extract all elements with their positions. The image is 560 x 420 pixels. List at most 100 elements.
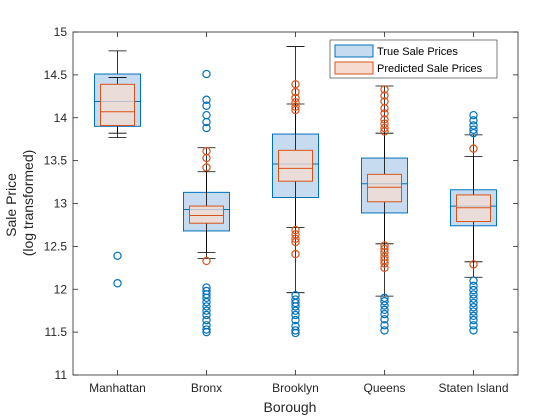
- outlier-point: [469, 311, 478, 321]
- y-tick-label: 13: [54, 197, 68, 211]
- y-tick-label: 15: [54, 25, 68, 39]
- x-tick-label: Staten Island: [438, 381, 508, 395]
- legend-label-predicted: Predicted Sale Prices: [377, 63, 483, 75]
- outlier-point: [380, 127, 389, 136]
- outlier-point: [469, 326, 478, 335]
- box-iqr: [278, 149, 313, 182]
- y-tick-label: 11: [55, 368, 68, 382]
- outlier-point: [291, 234, 300, 243]
- outlier-point: [202, 327, 211, 337]
- outlier-point: [291, 315, 300, 325]
- outlier-point: [291, 306, 300, 315]
- outlier-point: [469, 290, 478, 299]
- outlier-point: [202, 117, 211, 127]
- outlier-point: [291, 310, 300, 320]
- outlier-point: [202, 302, 211, 311]
- outlier-point: [469, 110, 478, 120]
- y-tick-label: 12.5: [44, 239, 68, 253]
- outlier-point: [469, 321, 478, 330]
- outlier-point: [469, 281, 478, 291]
- outlier-point: [380, 297, 389, 306]
- outlier-point: [469, 303, 478, 312]
- outlier-point: [380, 321, 389, 330]
- outlier-point: [291, 328, 300, 338]
- x-tick-label: Queens: [363, 381, 405, 395]
- outlier-point: [380, 315, 389, 324]
- outlier-point: [380, 309, 389, 319]
- outlier-point: [380, 123, 389, 133]
- outlier-point: [202, 123, 211, 133]
- outlier-point: [469, 294, 478, 303]
- outlier-point: [291, 102, 300, 111]
- x-tick-label: Bronx: [191, 381, 222, 395]
- outlier-point: [291, 105, 300, 115]
- outlier-point: [291, 326, 300, 335]
- box-manhattan: [100, 77, 135, 134]
- outlier-point: [469, 307, 478, 316]
- outlier-point: [202, 325, 211, 334]
- outlier-point: [202, 306, 211, 315]
- outlier-point: [202, 69, 211, 79]
- y-tick-label: 13.5: [44, 154, 68, 168]
- outlier-point: [380, 109, 389, 118]
- outlier-point: [291, 225, 300, 235]
- outlier-point: [202, 315, 211, 325]
- box-iqr: [100, 83, 135, 126]
- x-tick-label: Brooklyn: [272, 381, 319, 395]
- box-brooklyn: [278, 80, 313, 259]
- x-axis-title: Borough: [264, 399, 317, 415]
- outlier-point: [469, 315, 478, 325]
- outlier-point: [469, 116, 478, 125]
- outlier-point: [469, 276, 478, 285]
- legend-swatch-true: [334, 44, 374, 58]
- outlier-point: [380, 115, 389, 124]
- outlier-point: [380, 305, 389, 315]
- y-tick-label: 14: [54, 111, 68, 125]
- outlier-point: [291, 93, 300, 103]
- outlier-point: [291, 302, 300, 311]
- y-tick-label: 12: [54, 282, 68, 296]
- y-axis-ticks: 11 11.5 12 12.5 13 13.5 14 14.5 15: [44, 25, 518, 382]
- outlier-point: [469, 285, 478, 295]
- y-axis-title-line-2: (log transformed): [20, 150, 36, 257]
- y-axis-title: Sale Price (log transformed): [3, 150, 36, 257]
- y-axis-title-line-1: Sale Price: [3, 173, 19, 237]
- outlier-point: [380, 104, 389, 113]
- box-staten-island: [456, 144, 491, 269]
- box-iqr: [189, 205, 224, 224]
- series-predicted: [100, 77, 491, 273]
- x-tick-label: Manhattan: [89, 381, 146, 395]
- outlier-point: [291, 237, 300, 247]
- outlier-point: [202, 101, 211, 110]
- outlier-point: [469, 260, 478, 269]
- outlier-point: [380, 326, 389, 335]
- outlier-point: [202, 95, 211, 104]
- legend: True Sale Prices Predicted Sale Prices: [329, 39, 498, 79]
- outlier-point: [380, 263, 389, 273]
- x-axis-ticks: Manhattan Bronx Brooklyn Queens Staten Islan…: [89, 32, 509, 395]
- box-series: [94, 46, 497, 338]
- legend-label-true: True Sale Prices: [377, 46, 458, 58]
- outlier-point: [469, 125, 478, 134]
- outlier-point: [202, 297, 211, 307]
- outlier-point: [469, 298, 478, 308]
- box-iqr: [367, 173, 402, 203]
- outlier-point: [113, 279, 122, 288]
- outlier-point: [469, 128, 478, 138]
- outlier-point: [113, 251, 122, 261]
- outlier-point: [380, 91, 389, 100]
- outlier-point: [469, 144, 478, 153]
- outlier-point: [202, 163, 211, 172]
- outlier-point: [202, 256, 211, 266]
- legend-swatch-predicted: [334, 61, 374, 75]
- outlier-point: [202, 310, 211, 320]
- outlier-point: [202, 153, 211, 163]
- outlier-point: [202, 293, 211, 303]
- outlier-point: [380, 259, 389, 268]
- outlier-point: [291, 249, 300, 259]
- box-bronx: [189, 146, 224, 266]
- outlier-point: [291, 87, 300, 97]
- outlier-point: [380, 85, 389, 94]
- outlier-point: [380, 301, 389, 310]
- y-tick-label: 14.5: [44, 68, 68, 82]
